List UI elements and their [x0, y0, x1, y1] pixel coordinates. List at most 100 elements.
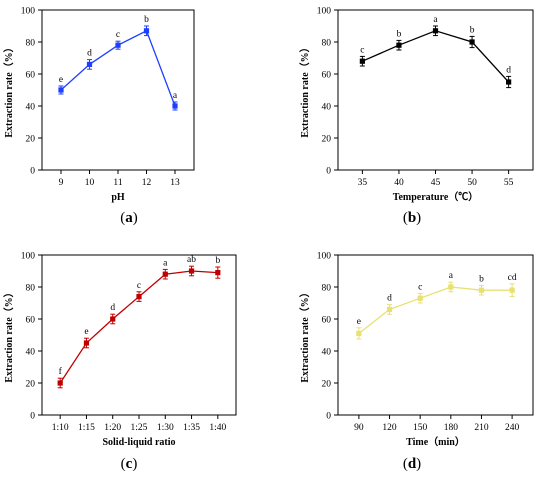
significance-label: cd — [508, 273, 517, 283]
data-point — [396, 42, 402, 48]
x-tick-label: 150 — [413, 423, 428, 433]
x-tick-label: 11 — [113, 178, 122, 188]
data-point — [58, 87, 64, 93]
x-tick-label: 210 — [474, 423, 489, 433]
x-tick-label: 120 — [382, 423, 397, 433]
y-tick-label: 40 — [26, 347, 36, 357]
y-tick-label: 20 — [322, 134, 332, 144]
x-axis-title: Solid-liquid ratio — [102, 437, 175, 448]
x-tick-label: 180 — [444, 423, 459, 433]
x-tick-label: 9 — [59, 178, 64, 188]
y-tick-label: 40 — [26, 102, 36, 112]
significance-label: a — [449, 271, 454, 281]
data-point — [143, 28, 150, 34]
significance-label: d — [506, 65, 511, 75]
plot-frame — [337, 254, 534, 416]
data-point — [478, 287, 485, 293]
significance-label: c — [360, 45, 364, 55]
significance-label: a — [433, 15, 438, 25]
x-tick-label: 90 — [354, 423, 364, 433]
plot-frame — [41, 254, 237, 416]
data-point — [386, 306, 393, 312]
x-tick-label: 50 — [467, 178, 477, 188]
x-tick-label: 45 — [431, 178, 441, 188]
x-tick-label: 35 — [358, 178, 368, 188]
data-point — [448, 284, 454, 290]
y-tick-label: 60 — [26, 70, 36, 80]
x-tick-label: 1:30 — [157, 423, 174, 433]
panel-label: (d) — [403, 456, 421, 472]
data-point — [215, 270, 221, 276]
data-point — [359, 58, 365, 64]
data-point — [115, 42, 121, 48]
significance-label: b — [144, 15, 149, 25]
significance-label: b — [215, 256, 220, 266]
panel-label: (b) — [403, 210, 421, 226]
significance-label: c — [418, 282, 422, 292]
y-tick-label: 80 — [322, 38, 332, 48]
chart-panel-4: 0 20 40 60 80 100 90 120 150 180 210 240 Time（min） Ex… — [298, 251, 534, 472]
data-point — [506, 79, 512, 85]
x-tick-label: 1:40 — [209, 423, 226, 433]
y-tick-label: 60 — [322, 70, 332, 80]
significance-label: b — [479, 274, 484, 284]
significance-label: e — [59, 75, 63, 85]
significance-label: b — [397, 29, 402, 39]
y-tick-label: 40 — [322, 102, 332, 112]
chart-panel-2: 0 20 40 60 80 100 35 40 45 50 55 Temperature（℃） Extr… — [298, 6, 534, 226]
chart-panel-3: 0 20 40 60 80 100 1:10 1:15 1:20 1:25 1:30 1:35 1:40… — [2, 251, 237, 472]
x-tick-label: 1:20 — [104, 423, 121, 433]
y-tick-label: 20 — [26, 134, 36, 144]
y-tick-label: 100 — [21, 6, 36, 16]
data-point — [136, 294, 142, 300]
x-tick-label: 55 — [504, 178, 514, 188]
y-tick-label: 80 — [322, 283, 332, 293]
data-point — [86, 61, 93, 67]
significance-label: a — [173, 91, 178, 101]
x-tick-label: 1:25 — [131, 423, 148, 433]
data-point — [469, 39, 475, 45]
data-point — [509, 287, 515, 293]
x-axis-title: Temperature（℃） — [393, 190, 479, 203]
significance-label: d — [110, 303, 115, 313]
x-tick-label: 1:35 — [183, 423, 200, 433]
significance-label: e — [357, 317, 361, 327]
significance-label: d — [387, 294, 392, 304]
x-axis-title: pH — [111, 192, 125, 203]
y-tick-label: 40 — [322, 347, 332, 357]
y-tick-label: 0 — [326, 411, 331, 421]
data-point — [83, 340, 90, 346]
y-tick-label: 0 — [326, 166, 331, 176]
x-tick-label: 13 — [170, 178, 180, 188]
significance-label: c — [137, 281, 141, 291]
data-point — [172, 103, 178, 109]
x-tick-label: 1:10 — [52, 423, 69, 433]
y-tick-label: 100 — [21, 251, 36, 261]
x-tick-label: 12 — [142, 178, 152, 188]
panel-label: (a) — [120, 210, 138, 226]
series-line — [358, 286, 513, 334]
panel-label: (c) — [121, 456, 138, 472]
x-tick-label: 1:15 — [78, 423, 95, 433]
x-tick-label: 240 — [505, 423, 520, 433]
significance-label: e — [84, 327, 88, 337]
data-point — [417, 295, 423, 301]
y-tick-label: 60 — [26, 315, 36, 325]
data-point — [356, 330, 362, 336]
significance-label: c — [116, 30, 120, 40]
y-tick-label: 20 — [26, 379, 36, 389]
data-point — [57, 380, 63, 386]
data-point — [432, 28, 439, 34]
y-tick-label: 80 — [26, 38, 36, 48]
x-axis-title: Time（min） — [406, 435, 465, 448]
significance-label: f — [59, 366, 63, 377]
y-axis-title: Extraction rate（%） — [298, 42, 311, 137]
x-tick-label: 10 — [85, 178, 95, 188]
significance-label: b — [470, 25, 475, 35]
y-tick-label: 0 — [30, 411, 35, 421]
x-tick-label: 40 — [394, 178, 404, 188]
y-axis-title: Extraction rate（%） — [2, 42, 15, 137]
significance-label: ab — [187, 255, 196, 265]
y-tick-label: 80 — [26, 283, 36, 293]
